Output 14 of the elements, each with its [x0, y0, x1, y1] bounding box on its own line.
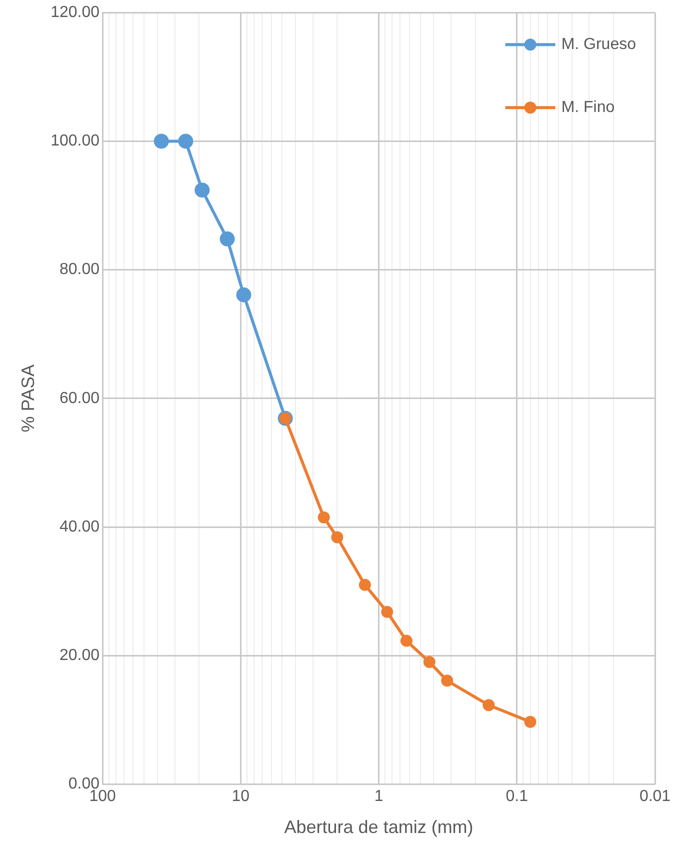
legend-label: M. Grueso [561, 36, 636, 54]
y-axis-title: % PASA [18, 364, 38, 432]
legend-label: M. Fino [561, 99, 615, 116]
x-tick-label: 0.01 [639, 788, 671, 806]
x-axis-title: Abertura de tamiz (mm) [284, 817, 474, 838]
y-tick-label: 80.00 [59, 261, 100, 278]
x-tick-label: 10 [232, 788, 250, 806]
x-tick-label: 1 [374, 788, 384, 806]
y-tick-label: 100.00 [50, 132, 100, 150]
y-tick-label: 120.00 [50, 4, 100, 22]
y-tick-label: 60.00 [59, 390, 100, 407]
y-tick-label: 20.00 [59, 647, 100, 664]
x-tick-label: 0.1 [506, 788, 528, 806]
y-tick-label: 40.00 [59, 518, 100, 536]
